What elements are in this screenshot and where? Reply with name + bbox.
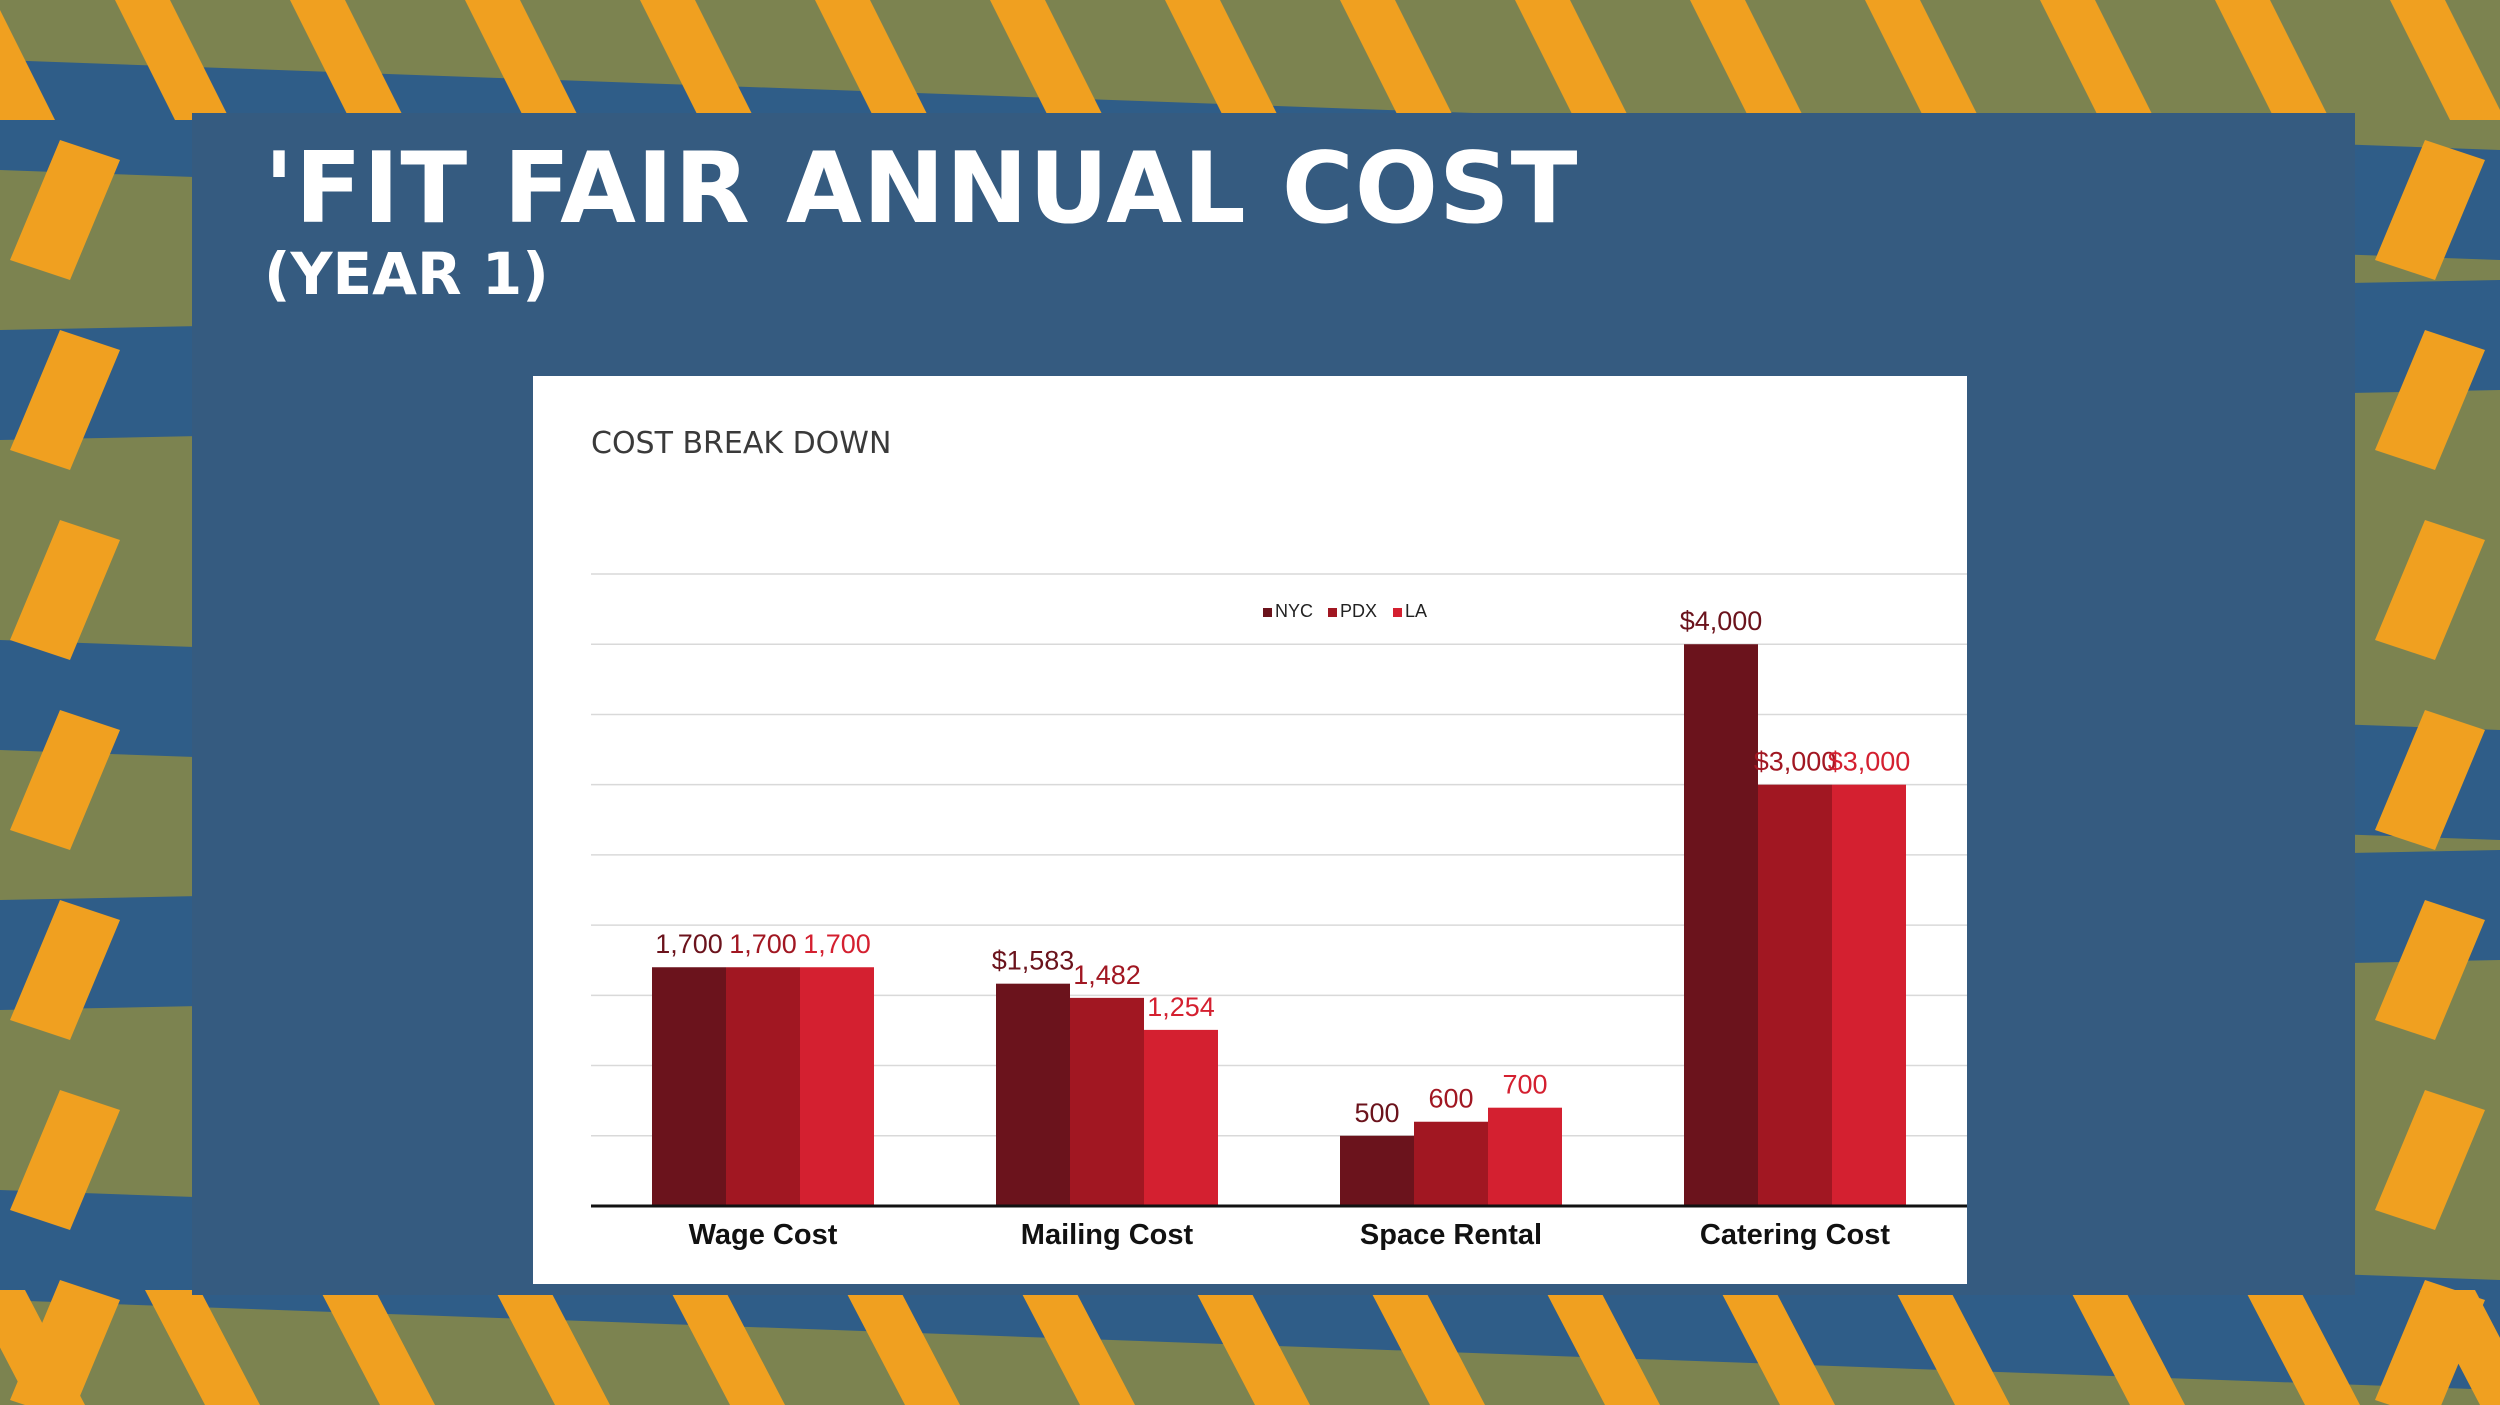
bar-pdx [726, 967, 800, 1206]
background-orange-stripe [640, 0, 755, 120]
background-orange-stripe [1545, 1290, 1660, 1405]
data-label: 700 [1502, 1070, 1547, 1100]
data-label: $4,000 [1680, 606, 1763, 636]
background-orange-stripe [0, 10, 55, 120]
background-orange-stripe [145, 1290, 260, 1405]
data-label: $3,000 [1828, 747, 1911, 777]
background-orange-stripe [1515, 0, 1630, 120]
background-orange-stripe [2375, 1090, 2485, 1230]
data-label: 600 [1428, 1084, 1473, 1114]
background-orange-stripe [2070, 1290, 2185, 1405]
background-orange-stripe [10, 520, 120, 660]
bar-nyc [652, 967, 726, 1206]
bar-pdx [1070, 997, 1144, 1206]
background-orange-stripe [990, 0, 1105, 120]
bar-la [800, 967, 874, 1206]
background-orange-stripe [2375, 710, 2485, 850]
background-orange-stripe [1895, 1290, 2010, 1405]
data-label: 1,482 [1073, 960, 1141, 990]
background-orange-stripe [1195, 1290, 1310, 1405]
background-orange-stripe [815, 0, 930, 120]
background-orange-stripe [465, 0, 580, 120]
background-orange-stripe [2390, 0, 2500, 120]
category-label: Catering Cost [1700, 1219, 1890, 1251]
data-label: 1,700 [729, 929, 797, 959]
bar-la [1488, 1107, 1562, 1206]
chart-title: COST BREAK DOWN [591, 426, 892, 461]
background-orange-stripe [1370, 1290, 1485, 1405]
page-title: 'FIT FAIR ANNUAL COST [264, 132, 1579, 246]
bar-nyc [1684, 644, 1758, 1206]
chart-card: 1,700 1,700 1,700 Wage Cost $1,583 1,482 1,254… [533, 376, 1967, 1284]
bar-nyc [1340, 1135, 1414, 1206]
data-label: 1,700 [655, 929, 723, 959]
background-orange-stripe [2215, 0, 2330, 120]
background-orange-stripe [10, 1090, 120, 1230]
category-label: Mailing Cost [1021, 1219, 1194, 1251]
background-orange-stripe [1165, 0, 1280, 120]
bar-la [1832, 784, 1906, 1206]
background-orange-stripe [1020, 1290, 1135, 1405]
background-orange-stripe [495, 1290, 610, 1405]
legend-swatch [1263, 608, 1272, 617]
background-orange-stripe [2375, 900, 2485, 1040]
background-orange-stripe [2375, 140, 2485, 280]
data-label: 1,254 [1147, 992, 1215, 1022]
category-label: Space Rental [1360, 1219, 1542, 1251]
background-orange-stripe [1340, 0, 1455, 120]
background-orange-stripe [10, 900, 120, 1040]
background-orange-stripe [290, 0, 405, 120]
background-orange-stripe [670, 1290, 785, 1405]
legend-entry: LA [1405, 601, 1427, 621]
background-orange-stripe [115, 0, 230, 120]
data-label: 1,700 [803, 929, 871, 959]
background-orange-stripe [2375, 330, 2485, 470]
data-label: $3,000 [1754, 747, 1837, 777]
data-label: $1,583 [992, 946, 1075, 976]
background-orange-stripe [10, 710, 120, 850]
legend-swatch [1328, 608, 1337, 617]
background-orange-stripe [2040, 0, 2155, 120]
background-orange-stripe [10, 1280, 120, 1405]
background-orange-stripe [10, 330, 120, 470]
bar-nyc [996, 983, 1070, 1206]
background-orange-stripe [2245, 1290, 2360, 1405]
background-orange-stripe [845, 1290, 960, 1405]
background-orange-stripe [320, 1290, 435, 1405]
legend-swatch [1393, 608, 1402, 617]
bar-pdx [1758, 784, 1832, 1206]
category-label: Wage Cost [689, 1219, 838, 1251]
background-orange-stripe [1865, 0, 1980, 120]
background-orange-stripe [2375, 520, 2485, 660]
data-label: 500 [1354, 1098, 1399, 1128]
bar-pdx [1414, 1121, 1488, 1206]
legend-entry: NYC [1275, 601, 1313, 621]
background-orange-stripe [1690, 0, 1805, 120]
page-subtitle: (YEAR 1) [264, 240, 549, 308]
background-orange-stripe [10, 140, 120, 280]
background-orange-stripe [2375, 1280, 2485, 1405]
background-orange-stripe [1720, 1290, 1835, 1405]
legend-entry: PDX [1340, 601, 1377, 621]
bar-la [1144, 1029, 1218, 1206]
